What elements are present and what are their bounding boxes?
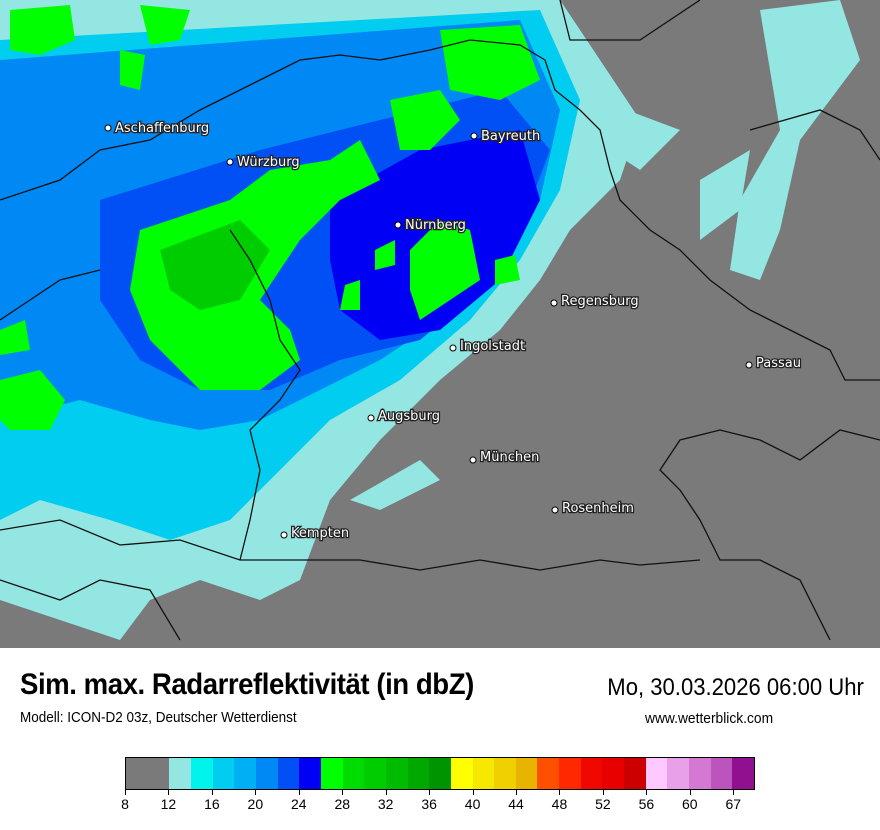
legend-tick-label: 32 (377, 796, 394, 812)
legend-tick-label: 56 (638, 796, 655, 812)
legend-swatch (407, 758, 430, 789)
legend-tick (472, 790, 474, 795)
legend-swatch (169, 758, 191, 789)
city-passau: Passau (745, 355, 802, 372)
legend-tick (429, 790, 431, 795)
city-muenchen: München (469, 449, 541, 466)
legend-tick (646, 790, 648, 795)
city-markers: Aschaffenburg Würzburg Bayreuth Nürnberg… (104, 120, 802, 542)
legend-tick (211, 790, 213, 795)
legend-tick (298, 790, 300, 795)
legend-tick-label: 20 (247, 796, 264, 812)
svg-text:Passau: Passau (756, 356, 801, 371)
legend-tick (733, 790, 735, 795)
legend-swatch (342, 758, 365, 789)
svg-text:Rosenheim: Rosenheim (562, 501, 634, 516)
legend-swatch (234, 758, 256, 789)
forecast-datetime: Mo, 30.03.2026 06:00 Uhr (607, 674, 864, 701)
legend-swatch (126, 758, 148, 789)
city-aschaffenburg: Aschaffenburg (104, 120, 210, 137)
legend-swatch (732, 758, 755, 789)
legend-tick-label: 44 (508, 796, 524, 812)
legend-tick-label: 16 (204, 796, 220, 812)
legend-swatch (472, 758, 495, 789)
legend-swatch (580, 758, 603, 789)
legend-swatch (645, 758, 668, 789)
legend-swatch (710, 758, 733, 789)
border-lines (0, 0, 880, 641)
svg-text:Nürnberg: Nürnberg (405, 218, 466, 233)
color-legend (125, 757, 755, 790)
legend-tick-label: 48 (551, 796, 568, 812)
legend-swatch (147, 758, 170, 789)
legend-swatch (624, 758, 646, 789)
legend-tick-label: 12 (160, 796, 177, 812)
svg-text:München: München (480, 450, 539, 465)
legend-ticks: 8 12 16 20 24 28 32 36 40 44 48 52 56 60 67 (121, 790, 755, 830)
map-title: Sim. max. Radarreflektivität (in dbZ) (20, 668, 474, 701)
city-kempten: Kempten (280, 525, 350, 542)
legend-tick-label: 67 (725, 796, 742, 812)
legend-tick-label: 52 (595, 796, 611, 812)
legend-tick (255, 790, 257, 795)
legend-swatch (689, 758, 711, 789)
legend-swatch (299, 758, 321, 789)
legend-tick-label: 60 (682, 796, 698, 812)
legend-tick (342, 790, 344, 795)
svg-text:Kempten: Kempten (291, 526, 349, 541)
svg-text:Würzburg: Würzburg (237, 155, 300, 170)
legend-swatch (515, 758, 538, 789)
legend-swatch (212, 758, 235, 789)
svg-text:Aschaffenburg: Aschaffenburg (115, 121, 209, 136)
legend-tick-label: 36 (421, 796, 437, 812)
legend-swatch (364, 758, 386, 789)
legend-swatch (559, 758, 581, 789)
city-nuernberg: Nürnberg (394, 217, 467, 234)
legend-tick (385, 790, 387, 795)
legend-tick-label: 40 (464, 796, 481, 812)
legend-swatch (537, 758, 560, 789)
legend-swatch (429, 758, 451, 789)
radar-map: Aschaffenburg Würzburg Bayreuth Nürnberg… (0, 0, 880, 648)
legend-tick (602, 790, 604, 795)
legend-tick (168, 790, 170, 795)
city-bayreuth: Bayreuth (470, 128, 542, 145)
legend-swatch (277, 758, 300, 789)
legend-swatch (667, 758, 690, 789)
svg-text:Bayreuth: Bayreuth (481, 129, 540, 144)
legend-tick (125, 790, 126, 795)
legend-tick-label: 24 (290, 796, 307, 812)
city-regensburg: Regensburg (550, 293, 640, 310)
legend-tick (516, 790, 518, 795)
legend-swatch (385, 758, 408, 789)
legend-swatch (255, 758, 278, 789)
legend-tick-label: 8 (121, 796, 129, 812)
legend-swatch (602, 758, 625, 789)
precipitation-layer (0, 0, 860, 640)
city-augsburg: Augsburg (367, 408, 441, 425)
source-url: www.wetterblick.com (645, 710, 774, 727)
legend-tick (689, 790, 691, 795)
model-info: Modell: ICON-D2 03z, Deutscher Wetterdie… (20, 709, 297, 726)
svg-text:Ingolstadt: Ingolstadt (460, 339, 525, 354)
svg-text:Regensburg: Regensburg (561, 294, 639, 309)
svg-text:Augsburg: Augsburg (378, 409, 440, 424)
legend-tick (559, 790, 561, 795)
city-ingolstadt: Ingolstadt (449, 338, 526, 355)
legend-tick-label: 28 (334, 796, 351, 812)
city-rosenheim: Rosenheim (551, 500, 635, 517)
city-wuerzburg: Würzburg (226, 154, 301, 171)
legend-swatch (450, 758, 473, 789)
legend-swatch (494, 758, 516, 789)
legend-swatch (190, 758, 213, 789)
legend-swatch (320, 758, 343, 789)
